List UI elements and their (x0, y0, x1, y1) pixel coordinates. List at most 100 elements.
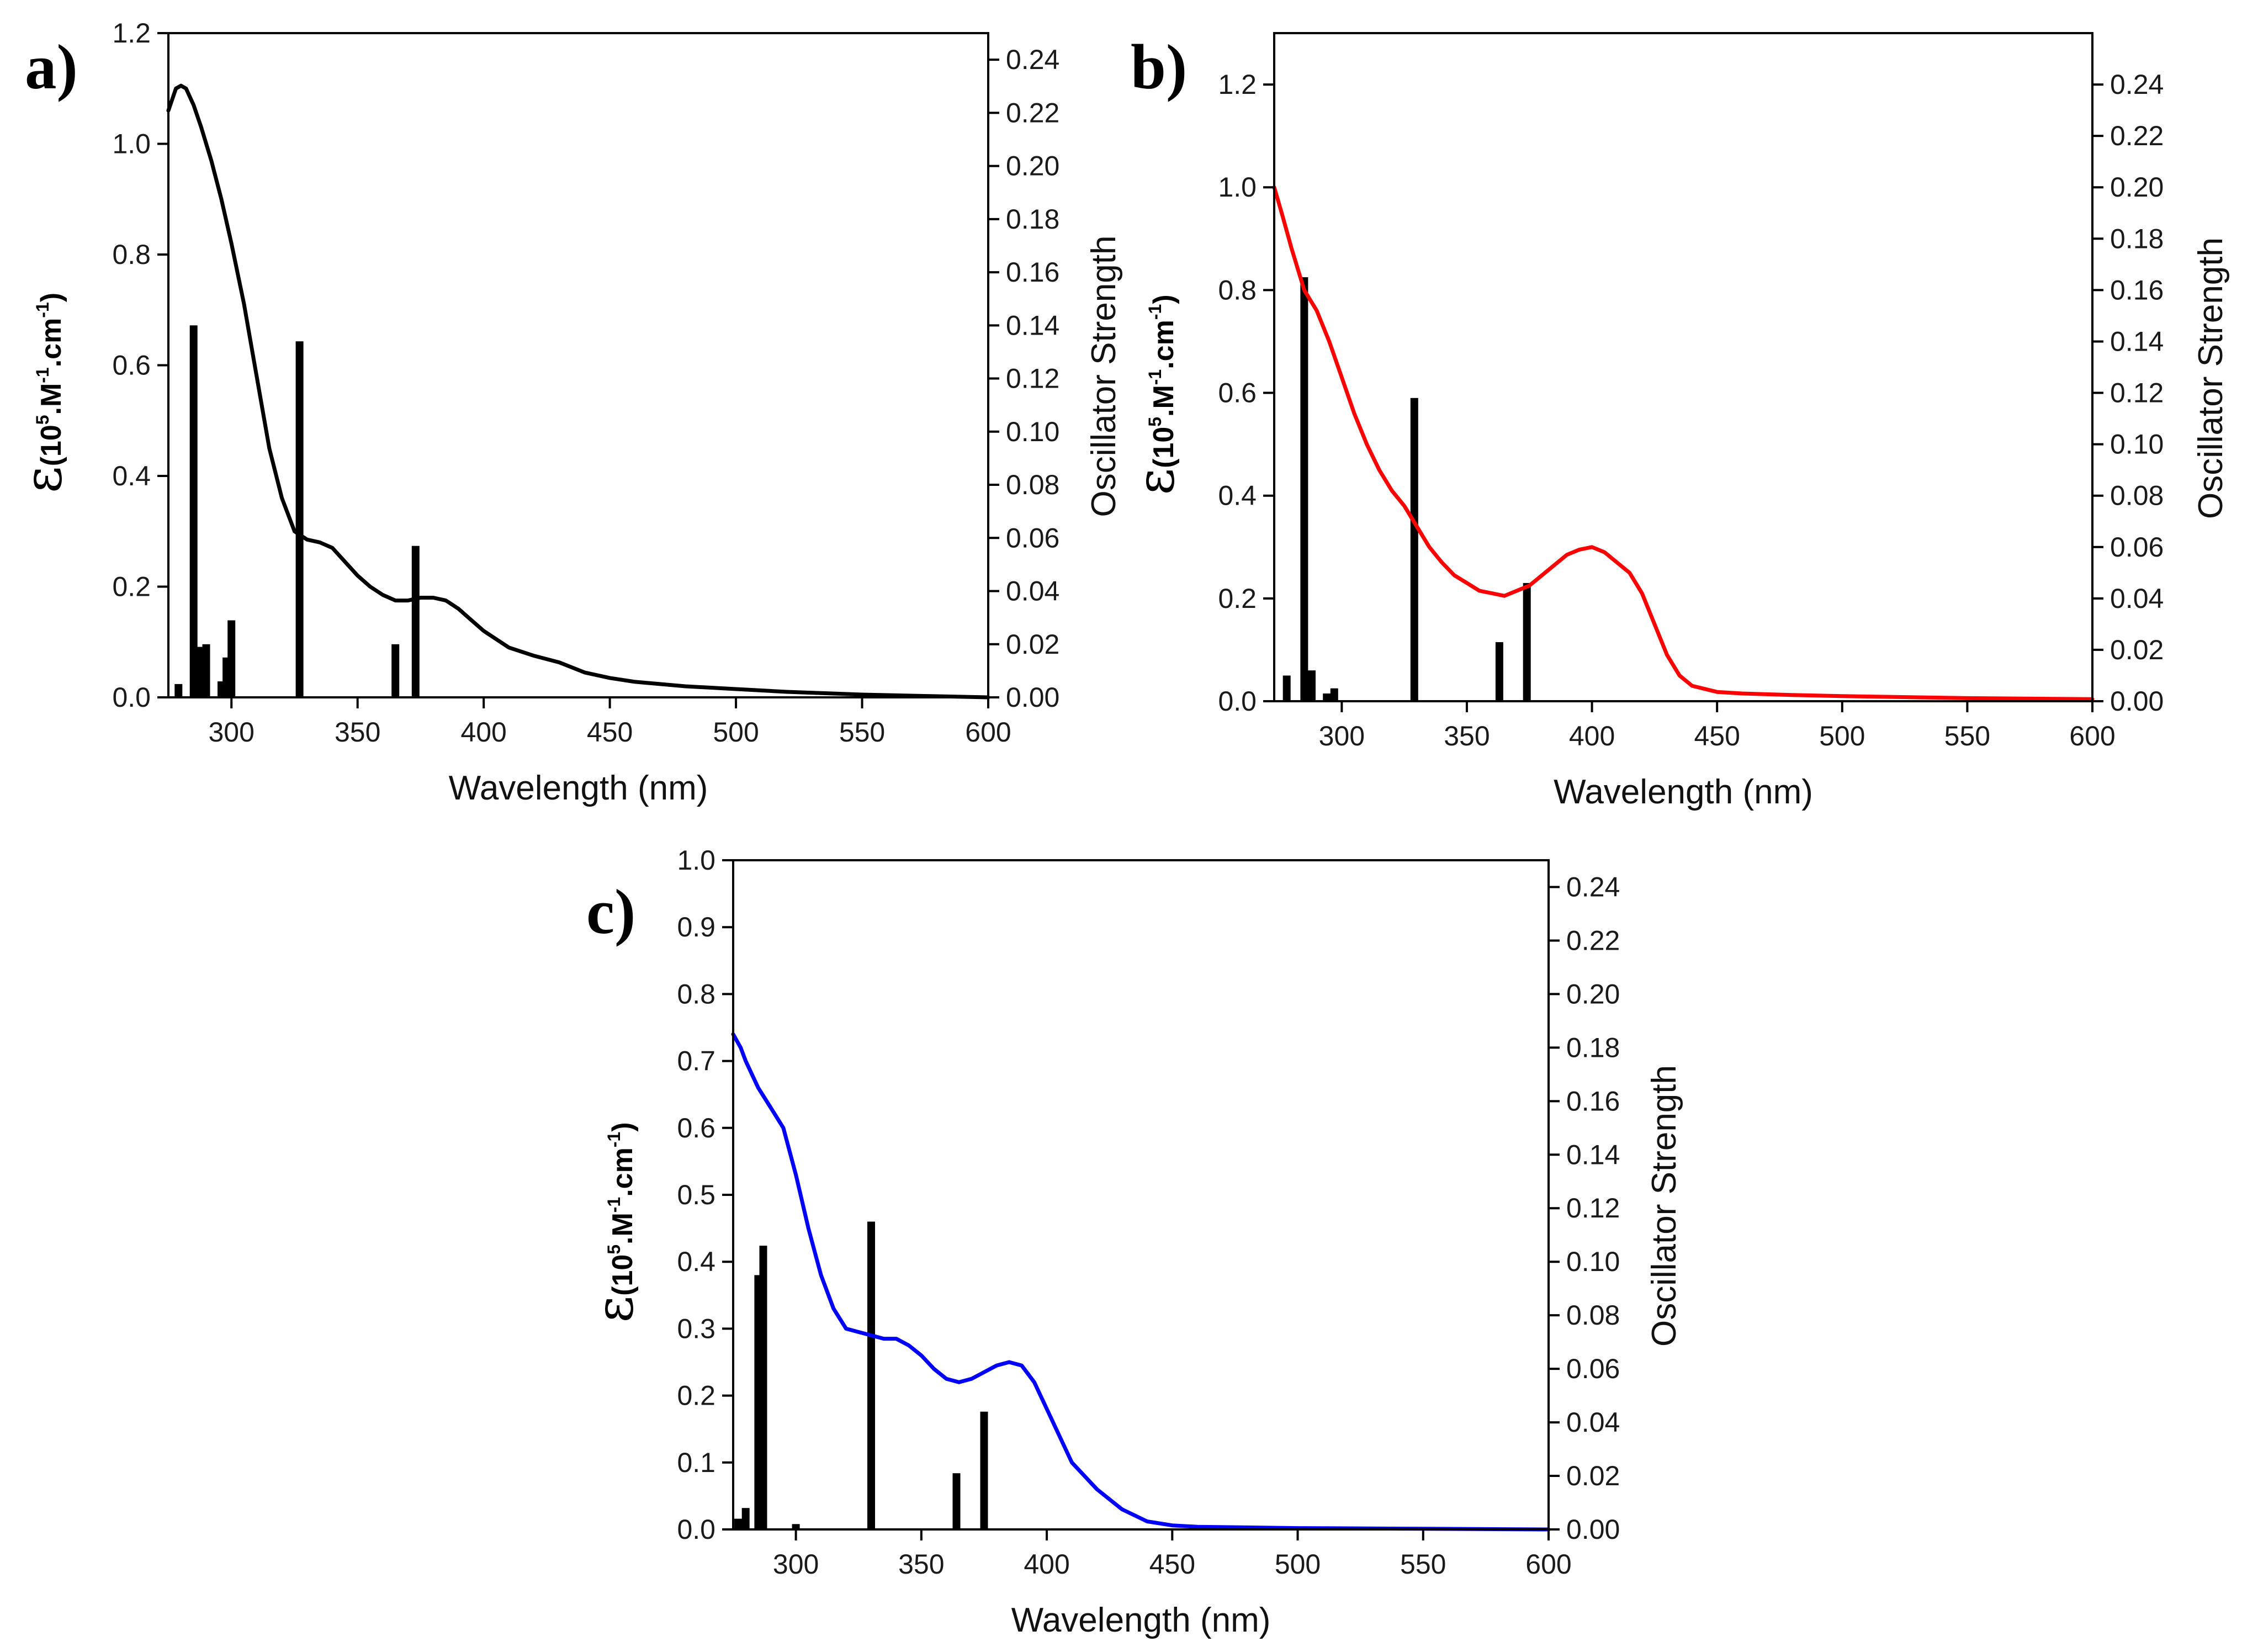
y-tick-label: 0.6 (112, 350, 151, 381)
oscillator-stick (1308, 670, 1316, 701)
y2-tick-label: 0.24 (2110, 69, 2164, 100)
oscillator-stick (1300, 277, 1308, 702)
x-tick-label: 400 (1569, 721, 1615, 751)
y-axis-unit-part: -1 (604, 1132, 624, 1147)
x-tick-label: 350 (898, 1549, 944, 1580)
y-axis-unit-part: -1 (33, 302, 52, 317)
chart-panel-3: 0.0 0.1 0.2 0.3 0.4 0.5 0.6 0.7 0.8 0.9 1.0 0.00 0.0… (585, 845, 1683, 1639)
oscillator-stick (741, 1508, 750, 1529)
y-tick-label: 0.8 (1218, 274, 1257, 305)
epsilon-symbol: ε (1126, 468, 1186, 495)
x-tick-label: 300 (209, 717, 255, 748)
x-tick-label: 550 (1400, 1549, 1446, 1580)
y-axis-title: ε(105.M-1.cm-1) (585, 1122, 645, 1322)
oscillator-stick (189, 325, 198, 697)
oscillator-sticks (734, 1221, 988, 1529)
x-tick-label: 500 (713, 717, 759, 748)
y2-tick-label: 0.02 (1566, 1460, 1620, 1491)
y-axis-title: ε(105.M-1.cm-1) (1126, 294, 1186, 495)
y-axis-unit-part: .cm (35, 318, 67, 368)
oscillator-stick (1330, 688, 1338, 701)
y-axis-unit-part: .M (1148, 385, 1180, 417)
oscillator-stick (174, 684, 183, 697)
y-tick-label: 1.0 (677, 845, 715, 876)
y2-tick-label: 0.18 (1006, 204, 1059, 235)
y-tick-label: 0.7 (677, 1046, 715, 1077)
y-axis-unit-part: -1 (33, 367, 52, 383)
y2-tick-label: 0.06 (1566, 1353, 1620, 1384)
y2-tick-label: 0.10 (1566, 1246, 1620, 1277)
y-axis-title-text: ε(105.M-1.cm-1) (1126, 294, 1186, 495)
y-tick-label: 0.9 (677, 912, 715, 943)
y2-tick-label: 0.14 (1006, 310, 1059, 341)
x-axis-title: Wavelength (nm) (449, 769, 708, 807)
y-axis-unit-part: .M (607, 1212, 639, 1245)
y2-tick-label: 0.16 (1566, 1086, 1620, 1116)
x-tick-label: 600 (1525, 1549, 1571, 1580)
x-tick-label: 550 (839, 717, 885, 748)
y2-tick-label: 0.10 (2110, 429, 2164, 460)
x-axis-title: Wavelength (nm) (1554, 773, 1813, 811)
plot-frame (1273, 32, 2093, 702)
x-tick-label: 400 (1024, 1549, 1069, 1580)
x-tick-label: 300 (1319, 721, 1365, 751)
y-axis-unit-part: .cm (607, 1147, 639, 1197)
x-tick-label: 450 (587, 717, 633, 748)
y-tick-label: 0.2 (677, 1380, 715, 1411)
y2-tick-label: 0.18 (1566, 1032, 1620, 1063)
x-tick-label: 500 (1819, 721, 1865, 751)
y-axis-title-text: ε(105.M-1.cm-1) (13, 293, 73, 493)
y2-tick-label: 0.04 (2110, 583, 2164, 614)
y-axis-unit-part: -1 (1145, 369, 1165, 385)
y-axis-title-text: ε(105.M-1.cm-1) (585, 1122, 645, 1322)
oscillator-stick (1495, 642, 1503, 701)
y-axis-unit-part: (10 (607, 1254, 639, 1296)
panel-label: a) (25, 32, 78, 102)
panel-label: c) (586, 877, 635, 947)
panel-label: b) (1131, 32, 1187, 102)
y-tick-label: 0.6 (677, 1113, 715, 1143)
oscillator-stick (980, 1411, 988, 1529)
x-tick-label: 500 (1275, 1549, 1321, 1580)
y2-tick-label: 0.12 (2110, 378, 2164, 409)
y-axis-unit-part: 5 (33, 415, 52, 425)
plot-frame (732, 859, 1550, 1531)
chart-panel-2: 0.0 0.2 0.4 0.6 0.8 1.0 1.2 0.00 0.02 0.04 0.06 0.0… (1126, 32, 2230, 811)
oscillator-stick (867, 1221, 875, 1529)
y-tick-label: 1.2 (112, 18, 151, 49)
y-axis-unit-part: (10 (1148, 427, 1180, 468)
y2-tick-label: 0.24 (1566, 871, 1620, 902)
x-tick-label: 400 (460, 717, 506, 748)
y2-tick-label: 0.02 (1006, 629, 1059, 660)
y2-tick-label: 0.06 (2110, 532, 2164, 563)
y-axis-unit-part: ) (607, 1122, 639, 1131)
oscillator-stick (391, 644, 400, 697)
y2-tick-label: 0.16 (1006, 257, 1059, 288)
oscillator-stick (1410, 398, 1418, 701)
y2-tick-label: 0.18 (2110, 223, 2164, 254)
y2-tick-label: 0.00 (2110, 686, 2164, 717)
oscillator-stick (1282, 675, 1291, 701)
oscillator-sticks (1282, 277, 1531, 702)
plot-frame (167, 32, 989, 698)
y-tick-label: 1.0 (1218, 172, 1257, 203)
y-tick-label: 0.3 (677, 1313, 715, 1344)
y-tick-label: 0.4 (112, 460, 151, 491)
y2-tick-label: 0.12 (1566, 1193, 1620, 1224)
epsilon-symbol: ε (585, 1296, 645, 1323)
y-axis-unit-part: -1 (604, 1197, 624, 1212)
y-tick-label: 0.0 (1218, 686, 1257, 717)
y-tick-label: 1.0 (112, 129, 151, 160)
y-axis-unit-part: ) (35, 293, 67, 302)
oscillator-stick (227, 620, 236, 697)
y2-tick-label: 0.08 (1006, 469, 1059, 500)
x-tick-label: 550 (1944, 721, 1990, 751)
y-axis-unit-part: .M (35, 383, 67, 415)
y2-tick-label: 0.20 (1566, 978, 1620, 1009)
spectrum-line (731, 1032, 1551, 1532)
y2-tick-label: 0.00 (1566, 1514, 1620, 1545)
y2-axis-title: Oscillator Strength (2192, 237, 2230, 519)
y-tick-label: 0.2 (1218, 583, 1257, 614)
y2-tick-label: 0.04 (1006, 576, 1059, 607)
